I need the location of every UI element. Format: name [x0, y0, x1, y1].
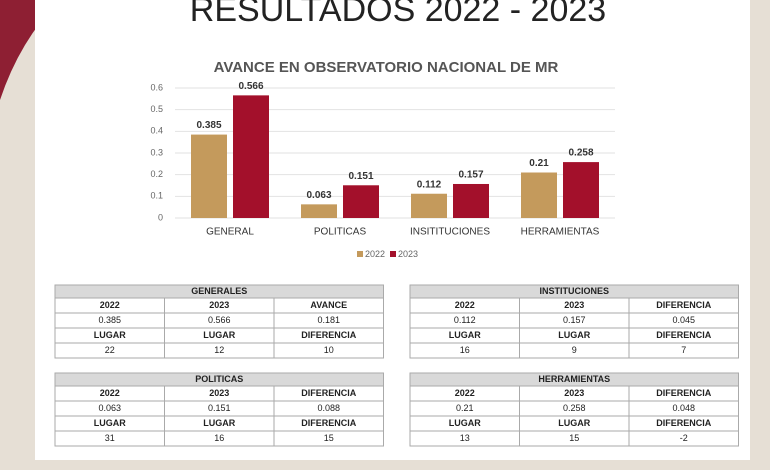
x-tick-label: GENERAL: [206, 227, 254, 238]
table-title: HERRAMIENTAS: [538, 374, 610, 384]
table-value: 13: [460, 433, 470, 443]
data-label: 0.566: [238, 81, 263, 92]
table-header: LUGAR: [558, 330, 590, 340]
table-cell: [273, 342, 384, 359]
x-tick-label: POLITICAS: [314, 227, 367, 238]
table-value: 22: [105, 345, 115, 355]
table-title: INSTITUCIONES: [539, 286, 609, 296]
table-header: LUGAR: [203, 330, 235, 340]
legend-label: 2023: [398, 249, 418, 259]
table-title: GENERALES: [191, 286, 247, 296]
table-value: 16: [460, 345, 470, 355]
table-value: 12: [214, 345, 224, 355]
table-header: DIFERENCIA: [656, 388, 712, 398]
data-label: 0.21: [529, 158, 549, 169]
table-header: DIFERENCIA: [301, 418, 357, 428]
table-header: 2023: [564, 388, 584, 398]
y-tick-label: 0.1: [150, 191, 163, 201]
table-header: DIFERENCIA: [656, 330, 712, 340]
table-value: 0.048: [672, 403, 695, 413]
table-value: 16: [214, 433, 224, 443]
legend-label: 2022: [365, 249, 385, 259]
table-value: 9: [572, 345, 577, 355]
legend-swatch: [390, 251, 396, 257]
table-header: DIFERENCIA: [656, 418, 712, 428]
page-title: RESULTADOS 2022 - 2023: [190, 0, 606, 29]
corner-shape: [0, 0, 60, 100]
table-value: 0.112: [454, 315, 476, 325]
table-value: 0.258: [563, 403, 586, 413]
table-value: 0.088: [317, 403, 340, 413]
table-value: 0.21: [456, 403, 474, 413]
table-value: 15: [569, 433, 579, 443]
table-value: 0.385: [98, 315, 121, 325]
bar: [191, 134, 227, 218]
table-header: LUGAR: [558, 418, 590, 428]
table-value: -2: [680, 433, 688, 443]
table-cell: [628, 430, 739, 447]
table-header: LUGAR: [203, 418, 235, 428]
table-value: 7: [681, 345, 686, 355]
bar: [343, 185, 379, 218]
table-value: 0.181: [317, 315, 340, 325]
bar: [563, 162, 599, 218]
table-header: 2023: [209, 300, 229, 310]
bar: [301, 204, 337, 218]
y-tick-label: 0.6: [150, 82, 163, 92]
x-tick-label: HERRAMIENTAS: [521, 227, 600, 238]
bar: [521, 172, 557, 218]
table-value: 31: [105, 433, 115, 443]
table-header: DIFERENCIA: [301, 330, 357, 340]
table-value: 0.063: [98, 403, 121, 413]
chart-title: AVANCE EN OBSERVATORIO NACIONAL DE MR: [214, 59, 559, 76]
table-header: 2022: [455, 388, 475, 398]
data-label: 0.151: [348, 171, 373, 182]
y-tick-label: 0.5: [150, 104, 163, 114]
table-header: 2022: [100, 300, 120, 310]
table-header: 2023: [564, 300, 584, 310]
table-value: 0.157: [563, 315, 586, 325]
table-value: 0.566: [208, 315, 231, 325]
table-value: 10: [324, 345, 334, 355]
table-header: DIFERENCIA: [656, 300, 712, 310]
table-header: 2023: [209, 388, 229, 398]
bar: [411, 193, 447, 218]
table-header: AVANCE: [310, 300, 347, 310]
table-cell: [273, 430, 384, 447]
legend-swatch: [357, 251, 363, 257]
table-value: 0.151: [208, 403, 231, 413]
y-tick-label: 0.2: [150, 169, 163, 179]
table-header: LUGAR: [449, 330, 481, 340]
table-header: LUGAR: [94, 418, 126, 428]
data-label: 0.112: [417, 179, 442, 190]
y-tick-label: 0.4: [150, 126, 163, 136]
data-label: 0.258: [568, 148, 593, 159]
bar: [453, 183, 489, 218]
data-label: 0.157: [458, 170, 483, 181]
table-header: DIFERENCIA: [301, 388, 357, 398]
table-cell: [628, 342, 739, 359]
data-label: 0.385: [196, 120, 221, 131]
table-header: LUGAR: [94, 330, 126, 340]
table-header: 2022: [100, 388, 120, 398]
y-tick-label: 0.3: [150, 147, 163, 157]
y-tick-label: 0: [158, 212, 163, 222]
table-title: POLITICAS: [195, 374, 243, 384]
table-header: LUGAR: [449, 418, 481, 428]
data-label: 0.063: [306, 190, 331, 201]
bar: [233, 95, 269, 218]
table-header: 2022: [455, 300, 475, 310]
table-value: 0.045: [672, 315, 695, 325]
x-tick-label: INSITITUCIONES: [410, 227, 490, 238]
table-value: 15: [324, 433, 334, 443]
